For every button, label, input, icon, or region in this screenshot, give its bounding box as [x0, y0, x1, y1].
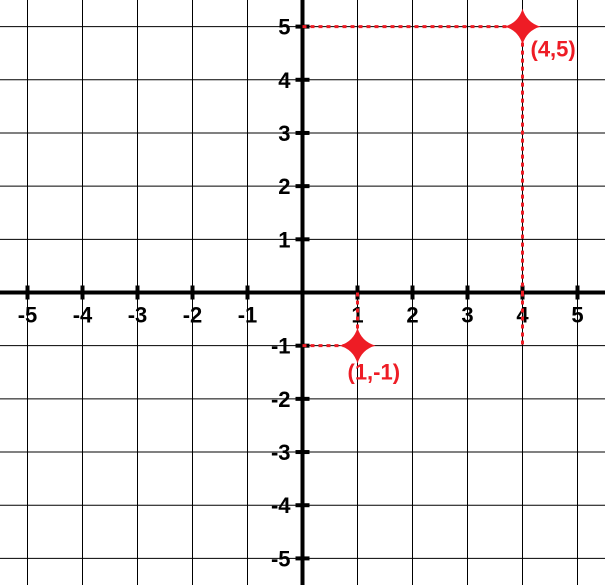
x-tick-label: 4 [516, 303, 529, 328]
y-tick-label: 2 [278, 174, 290, 199]
x-tick-label: -2 [183, 303, 203, 328]
coordinate-plane: -5 -4 -3 -2 -1 1 2 3 4 5 -5 -4 -3 -2 -1 1 2 3 4 5 (4,5) (1,-1… [0, 0, 605, 585]
y-tick-label: 4 [278, 68, 291, 93]
x-tick-label: -5 [18, 303, 38, 328]
x-tick-label: -4 [73, 303, 93, 328]
x-tick-label: 2 [406, 303, 418, 328]
y-tick-label: -2 [271, 387, 291, 412]
x-tick-label: 3 [461, 303, 473, 328]
point-label: (1,-1) [348, 360, 401, 385]
y-tick-label: -4 [271, 493, 291, 518]
y-tick-label: 5 [278, 15, 290, 40]
x-tick-label: -3 [128, 303, 148, 328]
x-tick-label: 5 [571, 303, 583, 328]
point-label: (4,5) [531, 37, 576, 62]
y-tick-label: -3 [271, 440, 291, 465]
x-tick-label: 1 [351, 303, 363, 328]
y-tick-label: 1 [278, 227, 290, 252]
y-tick-label: 3 [278, 121, 290, 146]
y-tick-label: -5 [271, 546, 291, 571]
x-tick-label: -1 [238, 303, 258, 328]
y-tick-label: -1 [271, 334, 291, 359]
